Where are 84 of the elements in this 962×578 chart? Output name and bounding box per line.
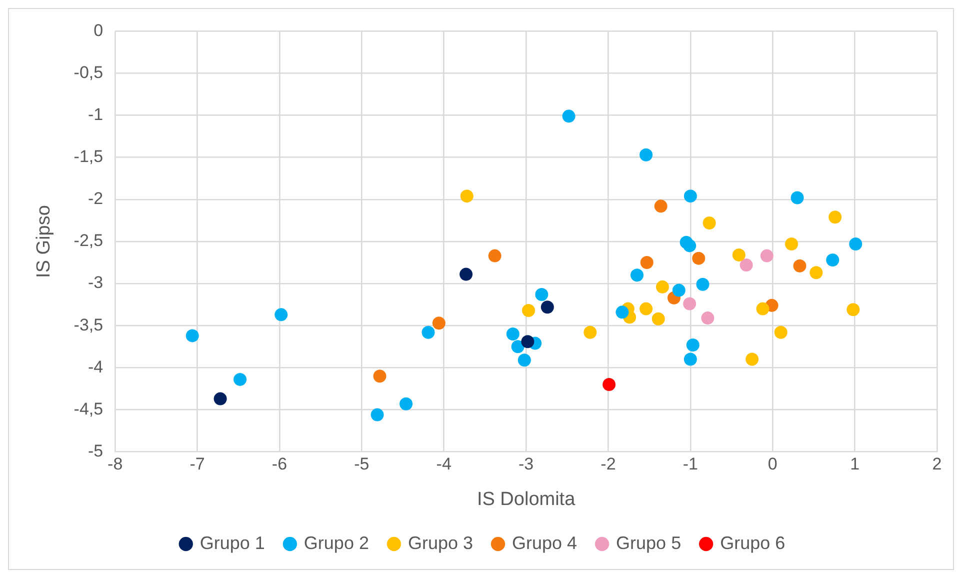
point <box>740 258 753 272</box>
point <box>684 190 697 203</box>
point <box>540 300 554 314</box>
x-tick-label: 1 <box>850 454 860 474</box>
x-tick-label: 0 <box>768 454 778 474</box>
y-tick-label: -4 <box>88 357 104 376</box>
point <box>672 284 686 297</box>
point <box>790 191 804 204</box>
point <box>683 297 696 310</box>
point <box>654 200 668 213</box>
point <box>518 354 531 367</box>
x-tick-label: -2 <box>600 454 616 474</box>
legend-label: Grupo 6 <box>720 532 786 553</box>
y-tick-label: -5 <box>88 441 104 460</box>
x-axis-title: IS Dolomita <box>476 488 576 510</box>
point <box>692 252 706 265</box>
x-tick-label: -8 <box>108 454 123 474</box>
point <box>828 210 842 224</box>
point <box>732 248 746 262</box>
x-tick-label: -5 <box>354 454 370 474</box>
point <box>760 249 774 262</box>
point <box>746 352 759 366</box>
point <box>652 312 665 326</box>
x-tick-label: -3 <box>518 454 534 474</box>
point <box>602 378 616 392</box>
y-tick-label: -4,5 <box>74 399 104 418</box>
x-tick-label: -1 <box>682 454 698 474</box>
point <box>535 288 548 301</box>
legend-label: Grupo 4 <box>512 532 578 553</box>
y-tick-label: -3,5 <box>74 315 104 334</box>
point <box>640 256 654 270</box>
point <box>696 278 710 291</box>
point <box>584 326 597 339</box>
point <box>640 148 653 162</box>
y-tick-label: -1 <box>88 105 104 124</box>
y-tick-label: -2,5 <box>74 231 104 250</box>
point <box>785 238 798 251</box>
point <box>849 238 862 251</box>
point <box>656 280 669 294</box>
point <box>506 328 520 341</box>
legend-label: Grupo 1 <box>200 532 265 553</box>
x-tick-label: 2 <box>932 454 942 474</box>
point <box>684 352 697 366</box>
point <box>702 216 716 230</box>
point <box>686 338 700 352</box>
point <box>373 370 386 383</box>
point <box>701 312 714 325</box>
y-tick-label: -3 <box>88 273 104 292</box>
point <box>846 303 860 316</box>
y-tick-label: -1,5 <box>74 147 104 166</box>
point <box>774 326 788 339</box>
point <box>214 392 227 406</box>
legend-label: Grupo 3 <box>408 532 474 553</box>
point <box>616 306 629 319</box>
y-tick-label: 0 <box>94 20 104 40</box>
point <box>562 110 576 123</box>
point <box>810 266 823 280</box>
x-tick-label: -4 <box>436 454 452 474</box>
point <box>422 326 435 339</box>
point <box>793 259 806 272</box>
point <box>274 308 288 322</box>
y-tick-label: -2 <box>88 189 104 208</box>
point <box>370 408 384 422</box>
point <box>511 340 524 354</box>
point <box>460 190 474 203</box>
point <box>640 302 653 316</box>
point <box>400 397 413 410</box>
point <box>488 249 502 262</box>
y-tick-label: -0,5 <box>74 62 104 82</box>
x-tick-label: -6 <box>272 454 288 474</box>
y-axis-title: IS Gipso <box>34 205 55 278</box>
point <box>630 268 644 282</box>
point <box>521 335 534 348</box>
point <box>522 304 536 317</box>
x-tick-label: -7 <box>190 454 205 474</box>
point <box>826 254 840 267</box>
point <box>683 239 696 252</box>
legend-label: Grupo 5 <box>616 532 682 553</box>
point <box>756 302 770 316</box>
legend-label: Grupo 2 <box>304 532 369 553</box>
point <box>432 316 446 330</box>
point <box>460 268 473 281</box>
point <box>186 329 199 342</box>
point <box>234 372 247 386</box>
